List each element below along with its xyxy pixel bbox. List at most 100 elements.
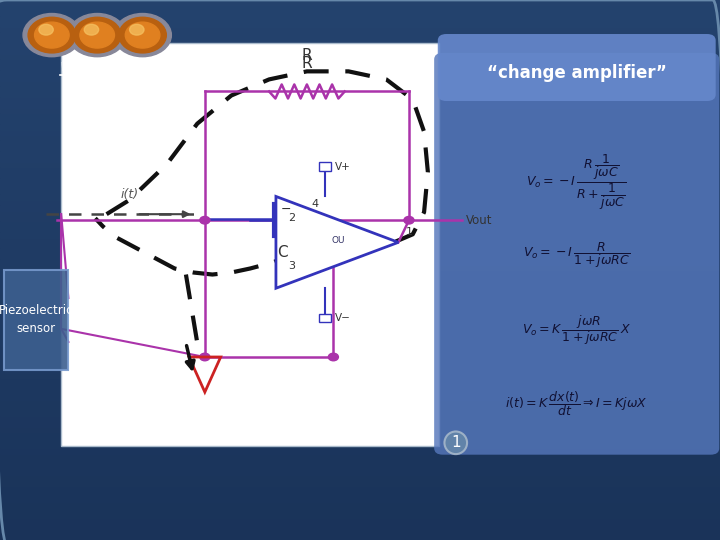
Text: 1: 1 xyxy=(451,435,461,450)
Bar xyxy=(0,302,720,308)
Bar xyxy=(0,518,720,524)
Bar xyxy=(0,383,720,389)
Bar xyxy=(0,102,720,108)
Bar xyxy=(0,264,720,270)
Bar xyxy=(0,91,720,97)
Bar xyxy=(0,199,720,205)
Bar xyxy=(0,523,720,529)
Circle shape xyxy=(200,217,210,224)
Bar xyxy=(0,21,720,27)
Bar xyxy=(0,377,720,383)
Bar xyxy=(0,431,720,437)
Text: C: C xyxy=(277,245,288,260)
Bar xyxy=(0,26,720,32)
Polygon shape xyxy=(276,197,398,288)
Bar xyxy=(0,53,720,59)
Bar xyxy=(0,10,720,16)
Bar xyxy=(0,205,720,211)
Circle shape xyxy=(125,22,160,48)
Bar xyxy=(0,167,720,173)
Bar xyxy=(0,399,720,405)
Bar xyxy=(0,361,720,367)
Bar xyxy=(0,242,720,248)
Bar xyxy=(0,145,720,151)
Bar xyxy=(0,496,720,502)
Bar xyxy=(0,372,720,378)
Bar xyxy=(0,259,720,265)
Bar xyxy=(0,0,720,5)
Bar xyxy=(0,529,720,535)
Text: $V_o = -I\,\dfrac{R}{1 + j\omega RC}$: $V_o = -I\,\dfrac{R}{1 + j\omega RC}$ xyxy=(523,240,631,270)
Bar xyxy=(0,183,720,189)
Bar xyxy=(0,64,720,70)
Bar xyxy=(0,124,720,130)
Bar xyxy=(0,534,720,540)
Bar xyxy=(0,237,720,243)
Bar xyxy=(0,480,720,486)
Text: $i(t) = K\,\dfrac{dx(t)}{dt} \Rightarrow I = Kj\omega X$: $i(t) = K\,\dfrac{dx(t)}{dt} \Rightarrow… xyxy=(505,389,648,418)
Bar xyxy=(0,221,720,227)
Bar xyxy=(0,307,720,313)
Bar xyxy=(0,172,720,178)
Circle shape xyxy=(200,353,210,361)
Bar xyxy=(0,118,720,124)
Bar xyxy=(0,178,720,184)
Bar xyxy=(0,340,720,346)
Bar xyxy=(0,426,720,432)
Bar xyxy=(0,161,720,167)
Circle shape xyxy=(28,17,76,53)
FancyBboxPatch shape xyxy=(438,34,716,101)
Bar xyxy=(0,448,720,454)
Text: V+: V+ xyxy=(335,162,351,172)
Bar xyxy=(0,356,720,362)
Bar xyxy=(0,345,720,351)
Bar xyxy=(0,75,720,81)
Bar xyxy=(0,323,720,329)
Bar xyxy=(0,388,720,394)
Text: R: R xyxy=(302,56,312,71)
Text: 3: 3 xyxy=(288,261,294,272)
Bar xyxy=(0,485,720,491)
Bar xyxy=(0,475,720,481)
Bar xyxy=(0,469,720,475)
Bar xyxy=(0,16,720,22)
Text: $V_o = -I\,\dfrac{R\,\dfrac{1}{j\omega C}}{R + \dfrac{1}{j\omega C}}$: $V_o = -I\,\dfrac{R\,\dfrac{1}{j\omega C… xyxy=(526,152,627,212)
Text: 2: 2 xyxy=(288,213,294,223)
Text: −: − xyxy=(280,203,291,216)
FancyBboxPatch shape xyxy=(61,43,439,446)
Circle shape xyxy=(84,24,99,35)
Text: Vout: Vout xyxy=(466,214,492,227)
Bar xyxy=(0,502,720,508)
Bar xyxy=(0,280,720,286)
Bar xyxy=(0,313,720,319)
Bar xyxy=(0,86,720,92)
Bar xyxy=(0,248,720,254)
Bar xyxy=(0,232,720,238)
FancyBboxPatch shape xyxy=(4,270,68,370)
Bar xyxy=(0,43,720,49)
Bar xyxy=(0,194,720,200)
Bar xyxy=(0,188,720,194)
Circle shape xyxy=(404,217,414,224)
Bar xyxy=(0,442,720,448)
Circle shape xyxy=(73,17,121,53)
Bar xyxy=(0,5,720,11)
Text: 4: 4 xyxy=(311,199,318,209)
Bar xyxy=(0,134,720,140)
Bar xyxy=(0,48,720,54)
Text: “change amplifier”: “change amplifier” xyxy=(487,64,667,82)
Circle shape xyxy=(119,17,166,53)
Bar xyxy=(0,80,720,86)
Bar xyxy=(0,59,720,65)
Bar xyxy=(0,37,720,43)
Bar xyxy=(0,394,720,400)
Bar xyxy=(0,32,720,38)
Bar xyxy=(0,286,720,292)
Bar xyxy=(0,367,720,373)
Bar xyxy=(0,318,720,324)
Text: OU: OU xyxy=(332,235,346,245)
Circle shape xyxy=(35,22,69,48)
Text: $V_o = K\,\dfrac{j\omega R}{1 + j\omega RC}\,X$: $V_o = K\,\dfrac{j\omega R}{1 + j\omega … xyxy=(522,314,631,347)
Bar xyxy=(0,215,720,221)
Circle shape xyxy=(39,24,53,35)
